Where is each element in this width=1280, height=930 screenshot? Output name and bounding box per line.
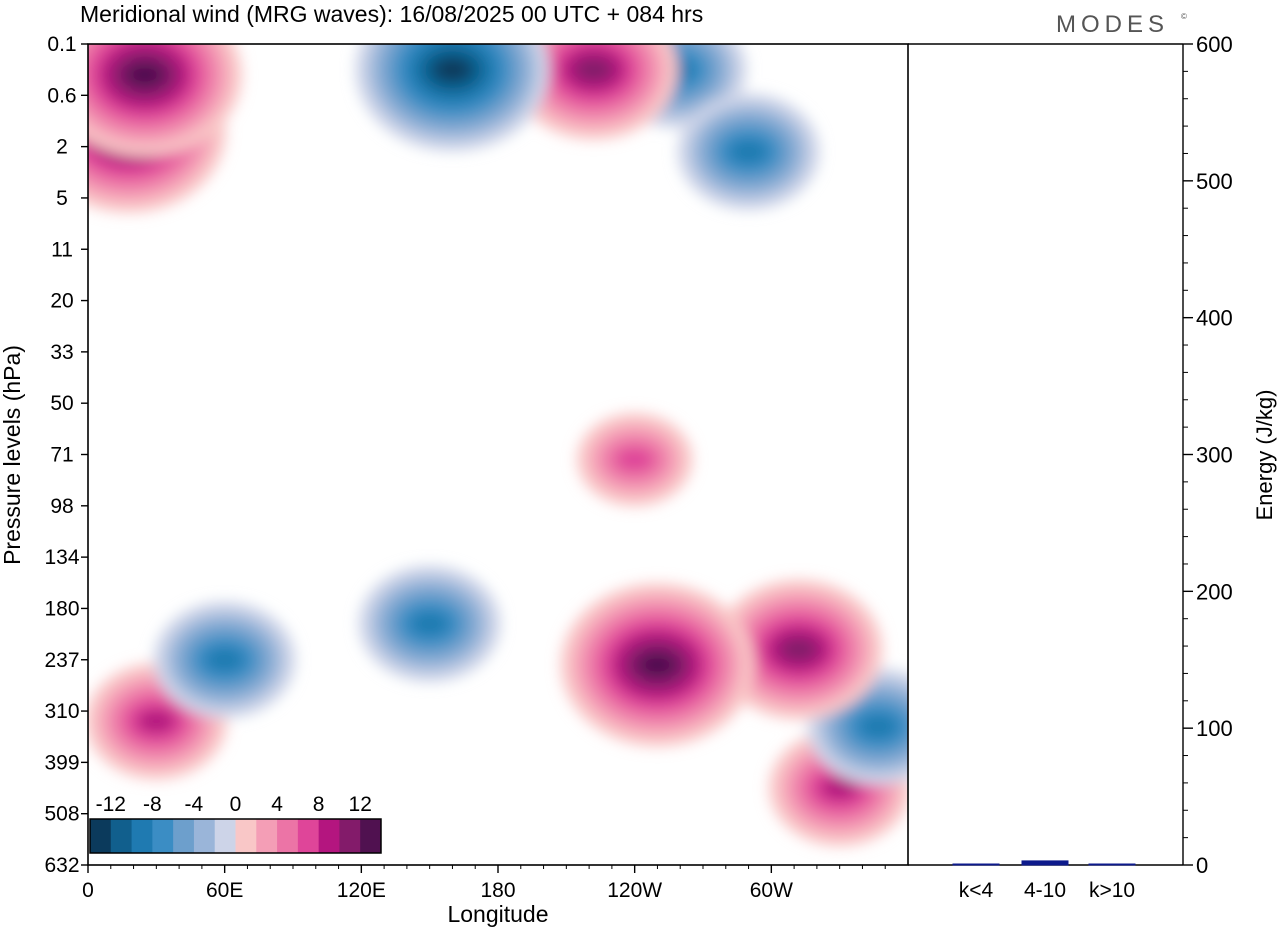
energy-bar xyxy=(952,863,1000,866)
y-tick-label: 632 xyxy=(44,854,79,877)
x-tick-label: 60W xyxy=(750,879,793,902)
colorbar-swatch xyxy=(131,819,153,853)
contour-feature xyxy=(677,93,820,211)
y-tick-label: 0.6 xyxy=(47,84,76,107)
contour-band xyxy=(779,637,818,662)
colorbar-swatch xyxy=(214,819,236,853)
energy-bar xyxy=(1021,860,1069,866)
y-tick-label: 180 xyxy=(44,597,79,620)
colorbar-swatch xyxy=(360,819,382,853)
y-tick-label: 237 xyxy=(44,649,79,672)
energy-bar-chart: 0 100 200 300 400 500 600 k<4 4-10 k>10 xyxy=(908,32,1233,902)
contour-band xyxy=(638,653,677,677)
y-tick-label: 33 xyxy=(50,341,73,364)
colorbar-swatch xyxy=(277,819,299,853)
colorbar-swatch xyxy=(318,819,340,853)
y-tick-label: 98 xyxy=(50,495,73,518)
contour-band xyxy=(820,776,859,800)
contour-feature xyxy=(88,44,242,157)
contour-field xyxy=(88,44,908,847)
y-axis-label: Pressure levels (hPa) xyxy=(0,345,25,565)
contour-feature xyxy=(576,412,693,507)
contour-band xyxy=(433,57,472,82)
energy-bar xyxy=(1088,863,1136,866)
contour-band xyxy=(410,612,449,636)
colorbar: -12 -8 -4 0 4 8 12 xyxy=(89,793,382,854)
colorbar-swatch xyxy=(256,819,278,853)
colorbar-frame xyxy=(89,818,382,854)
y-tick-label: 399 xyxy=(44,751,79,774)
energy-tick-label: 0 xyxy=(1196,853,1208,878)
energy-category-label: k<4 xyxy=(959,879,994,902)
contour-feature xyxy=(355,44,550,152)
contour-plot xyxy=(88,44,908,865)
contour-feature xyxy=(714,579,883,720)
energy-tick-label: 200 xyxy=(1196,579,1233,604)
energy-category-label: k>10 xyxy=(1089,879,1135,902)
x-tick-label: 0 xyxy=(82,879,94,902)
energy-tick-label: 600 xyxy=(1196,32,1233,57)
contour-band xyxy=(205,648,244,672)
y-tick-label: 134 xyxy=(44,546,79,569)
colorbar-swatch xyxy=(235,819,257,853)
contour-feature xyxy=(509,44,678,140)
contour-band xyxy=(574,57,613,82)
brand-mark: © xyxy=(1181,12,1187,21)
y-tick-label: 50 xyxy=(50,392,73,415)
chart-title: Meridional wind (MRG waves): 16/08/2025 … xyxy=(80,1,703,27)
y-tick-label: 0.1 xyxy=(47,33,76,56)
contour-band xyxy=(615,447,654,472)
contour-feature xyxy=(153,601,296,719)
y-tick-label: 5 xyxy=(56,187,68,210)
energy-axis-label: Energy (J/kg) xyxy=(1252,390,1277,521)
x-tick-label: 120E xyxy=(337,879,386,902)
y-tick-label: 11 xyxy=(51,238,73,261)
y-tick-label: 71 xyxy=(50,444,73,467)
colorbar-swatch xyxy=(297,819,320,853)
colorbar-swatch xyxy=(193,819,216,853)
colorbar-swatch xyxy=(110,819,133,853)
contour-band xyxy=(125,63,164,87)
y-tick-label: 2 xyxy=(56,136,68,159)
y-tick-label: 310 xyxy=(44,700,79,723)
contour-band xyxy=(859,714,898,739)
energy-category-label: 4-10 xyxy=(1024,879,1066,902)
colorbar-swatch xyxy=(339,819,361,853)
energy-tick-label: 500 xyxy=(1196,169,1233,194)
plot-frame xyxy=(87,43,909,866)
brand-logo: MODES xyxy=(1056,11,1169,38)
colorbar-tick-label: 4 xyxy=(271,793,283,816)
colorbar-tick-label: 0 xyxy=(230,793,242,816)
y-tick-label: 508 xyxy=(44,803,79,826)
colorbar-tick-label: 12 xyxy=(349,793,372,816)
energy-tick-label: 300 xyxy=(1196,443,1233,468)
colorbar-swatch xyxy=(152,819,174,853)
x-tick-label: 60E xyxy=(206,879,243,902)
x-tick-label: 120W xyxy=(607,879,662,902)
colorbar-tick-label: -8 xyxy=(143,793,162,816)
colorbar-tick-label: 8 xyxy=(313,793,325,816)
energy-tick-label: 100 xyxy=(1196,716,1233,741)
contour-band xyxy=(729,140,768,164)
contour-feature xyxy=(560,583,755,747)
x-axis-label: Longitude xyxy=(447,901,548,927)
energy-tick-label: 400 xyxy=(1196,306,1233,331)
x-tick-label: 180 xyxy=(480,879,515,902)
contour-band xyxy=(137,709,176,733)
colorbar-tick-label: -12 xyxy=(96,793,126,816)
colorbar-swatch xyxy=(173,819,195,853)
x-axis: 0 60E 120E 180 120W 60W xyxy=(82,865,886,902)
colorbar-swatch xyxy=(90,819,112,853)
colorbar-tick-label: -4 xyxy=(185,793,204,816)
y-tick-label: 20 xyxy=(50,290,73,313)
y-axis-pressure: 0.1 0.6 2 5 11 20 33 50 71 98 134 180 237 310 399 508 63… xyxy=(44,33,88,877)
contour-feature xyxy=(358,565,501,683)
